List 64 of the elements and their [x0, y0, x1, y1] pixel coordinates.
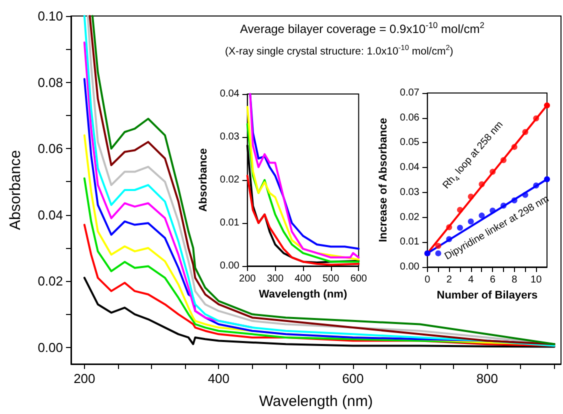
point: [490, 168, 496, 175]
point: [500, 202, 506, 209]
y-tick-label: 0.02: [220, 174, 240, 186]
y-tick-label: 0.00: [38, 340, 63, 355]
y-axis-title: Increase of Absorbance: [378, 118, 390, 242]
y-tick-label: 0.02: [38, 274, 63, 289]
y-tick-label: 0.04: [400, 162, 420, 174]
y-axis-title: Absorbance: [7, 150, 24, 230]
point: [468, 218, 474, 225]
point: [456, 224, 463, 231]
point: [544, 176, 550, 182]
point: [511, 197, 518, 204]
x-tick-label: 400: [208, 371, 230, 386]
point: [435, 242, 442, 249]
x-tick-label: 10: [530, 274, 542, 286]
point: [522, 129, 528, 136]
point: [478, 181, 485, 188]
y-tick-label: 0.06: [38, 141, 63, 156]
x-tick-label: 600: [342, 371, 364, 386]
x-tick-label: 600: [350, 274, 368, 284]
point: [544, 102, 550, 108]
point: [456, 206, 463, 213]
line-series: [83, 276, 556, 348]
point: [490, 208, 496, 214]
y-tick-label: 0.07: [400, 88, 420, 98]
x-tick-label: 500: [322, 274, 340, 284]
point: [435, 250, 442, 256]
y-tick-label: 0.02: [400, 212, 420, 223]
point: [468, 194, 474, 200]
x-tick-label: 200: [74, 371, 96, 386]
annotation: (X-ray single crystal structure: 1.0x10$^{-10}$ mol/cm$^{2}$): [225, 43, 454, 58]
y-tick-label: 0.03: [220, 132, 240, 142]
x-tick-label: 2: [446, 274, 452, 286]
y-axis-title: Absorbance: [198, 148, 210, 212]
x-axis-title: Wavelength (nm): [259, 393, 373, 410]
point: [511, 144, 518, 150]
y-tick-label: 0.04: [220, 88, 240, 100]
y-tick-label: 0.08: [38, 74, 63, 90]
y-tick-label: 0.05: [400, 137, 420, 148]
y-tick-label: 0.06: [400, 112, 420, 124]
annotation: Average bilayer coverage = 0.9x10$^{-10}$ mol/cm$^{2}$: [240, 20, 484, 36]
x-tick-label: 400: [294, 274, 312, 284]
point: [533, 115, 540, 122]
y-tick-label: 0.00: [220, 260, 240, 272]
y-tick-label: 0.03: [400, 186, 420, 198]
y-tick-label: 0.01: [400, 236, 420, 248]
x-tick-label: 300: [266, 274, 284, 284]
x-tick-label: 0: [424, 274, 431, 286]
y-tick-label: 0.10: [38, 8, 63, 24]
x-tick-label: 800: [476, 371, 498, 386]
point: [522, 192, 528, 198]
x-tick-label: 8: [512, 274, 518, 286]
x-tick-label: 4: [468, 274, 474, 286]
y-tick-label: 0.01: [220, 218, 240, 228]
y-tick-label: 0.04: [38, 207, 63, 222]
x-axis-title: Number of Bilayers: [436, 289, 538, 302]
x-axis-title: Wavelength (nm): [258, 288, 348, 300]
point: [446, 224, 452, 230]
x-tick-label: 6: [490, 274, 496, 286]
point: [478, 212, 485, 219]
y-tick-label: 0.00: [400, 262, 420, 272]
point: [500, 157, 506, 164]
point: [533, 182, 540, 188]
x-tick-label: 200: [239, 274, 256, 284]
